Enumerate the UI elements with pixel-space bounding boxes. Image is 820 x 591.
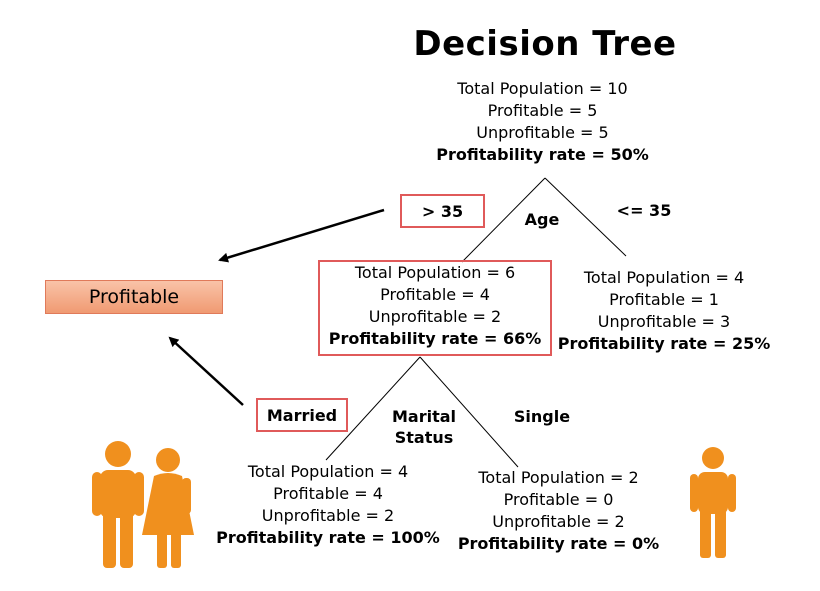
edge-age-left [325, 356, 421, 461]
gt35-label: > 35 [400, 194, 485, 228]
le35-total: Total Population = 4 [583, 268, 745, 287]
age-le35-node: Total Population = 4 Profitable = 1 Unpr… [556, 267, 772, 355]
single-node: Total Population = 2 Profitable = 0 Unpr… [456, 467, 661, 555]
single-unprofitable: Unprofitable = 2 [492, 512, 625, 531]
arrow-married-to-profitable [168, 336, 244, 406]
le35-rate: Profitability rate = 25% [557, 334, 771, 353]
edge-root-left [461, 177, 546, 263]
married-unprofitable: Unprofitable = 2 [261, 506, 395, 525]
married-node: Total Population = 4 Profitable = 4 Unpr… [214, 461, 442, 549]
gt35-unprofitable: Unprofitable = 2 [368, 307, 502, 326]
married-rate: Profitability rate = 100% [216, 528, 440, 547]
gt35-rate: Profitability rate = 66% [328, 329, 542, 348]
age-attribute-label: Age [524, 210, 560, 229]
couple-icon [92, 441, 194, 568]
le35-unprofitable: Unprofitable = 3 [597, 312, 731, 331]
root-rate: Profitability rate = 50% [436, 145, 649, 164]
age-gt35-node: Total Population = 6 Profitable = 4 Unpr… [318, 260, 552, 356]
single-profitable: Profitable = 0 [503, 490, 614, 509]
root-node: Total Population = 10 Profitable = 5 Unp… [430, 78, 655, 166]
single-label: Single [513, 407, 571, 426]
single-total: Total Population = 2 [478, 468, 639, 487]
edge-age-right [419, 356, 519, 468]
root-unprofitable: Unprofitable = 5 [476, 123, 609, 142]
married-label: Married [256, 398, 348, 432]
edge-root-right [544, 177, 627, 257]
diagram-title: Decision Tree [413, 24, 677, 64]
arrow-gt35-to-profitable [218, 208, 385, 263]
gt35-profitable: Profitable = 4 [380, 285, 490, 304]
le35-profitable: Profitable = 1 [609, 290, 719, 309]
le35-label: <= 35 [616, 201, 672, 220]
marital-line: Marital [391, 407, 457, 426]
married-profitable: Profitable = 4 [273, 484, 383, 503]
person-icon [690, 447, 736, 558]
gt35-total: Total Population = 6 [354, 263, 516, 282]
single-rate: Profitability rate = 0% [457, 534, 660, 553]
root-total: Total Population = 10 [457, 79, 628, 98]
root-profitable: Profitable = 5 [487, 101, 598, 120]
status-line: Status [394, 428, 454, 447]
profitable-outcome: Profitable [45, 280, 223, 314]
marital-status-attribute-label: Marital Status [385, 406, 463, 448]
married-total: Total Population = 4 [247, 462, 409, 481]
